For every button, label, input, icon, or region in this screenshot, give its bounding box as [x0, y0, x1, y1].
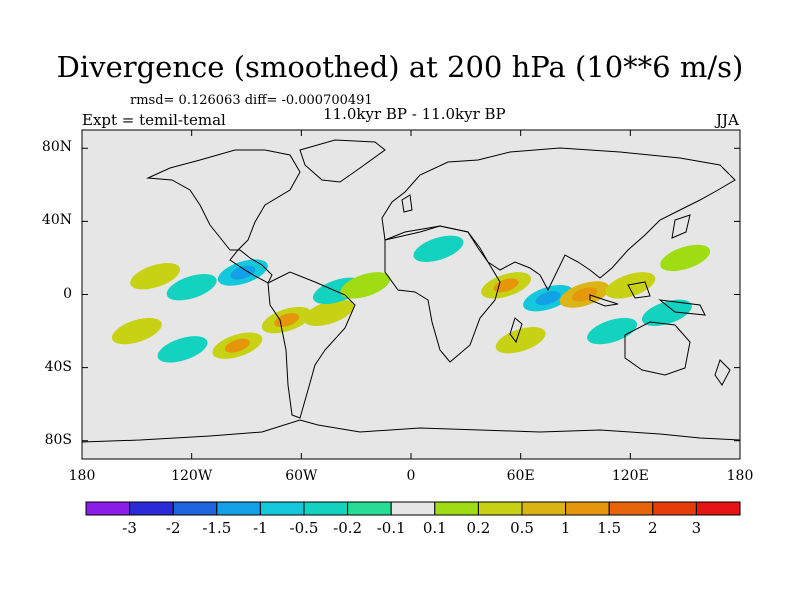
colorbar-swatch: [216, 501, 261, 516]
colorbar-label: -0.1: [376, 519, 406, 537]
anomaly-region: [660, 244, 711, 272]
x-tick-label: 0: [406, 468, 416, 484]
x-tick-label: 120W: [171, 468, 213, 484]
axis-ticks: [81, 130, 741, 459]
x-tick-label: 60W: [285, 468, 318, 484]
colorbar-label: 3: [691, 519, 702, 537]
anomaly-core: [535, 291, 561, 306]
colorbar-swatch: [477, 501, 523, 516]
colorbar-swatch: [129, 501, 174, 516]
colorbar-swatch: [172, 501, 218, 516]
colorbar-swatch: [390, 501, 436, 516]
anomaly-region: [303, 299, 354, 326]
anomaly-region: [130, 263, 181, 290]
colorbar-swatch: [608, 501, 654, 516]
colorbar-swatch: [521, 501, 567, 516]
x-tick-label: 180: [68, 468, 96, 484]
colorbar-label: 1: [560, 519, 571, 537]
colorbar-label: -1.5: [202, 519, 232, 537]
anomaly-region: [641, 299, 692, 326]
colorbar-label: -2: [165, 519, 181, 537]
anomaly-layer: [111, 235, 711, 363]
anomaly-region: [111, 317, 162, 345]
map-title: Divergence (smoothed) at 200 hPa (10**6 …: [56, 50, 744, 84]
colorbar-swatch: [565, 501, 610, 516]
x-tick-label: 180: [726, 468, 754, 484]
colorbar-label: -3: [122, 519, 137, 537]
colorbar-label: -0.5: [289, 519, 319, 537]
colorbar-swatch: [652, 501, 697, 516]
experiment-label: Expt = temil-temal: [82, 111, 226, 129]
y-tick-label: 0: [63, 285, 72, 302]
anomaly-region: [166, 273, 217, 301]
coastlines: [82, 139, 740, 443]
colorbar-label: 2: [648, 519, 658, 537]
anomaly-region: [413, 235, 464, 262]
colorbar: [85, 501, 741, 516]
anomaly-region: [157, 336, 208, 363]
period-label: 11.0kyr BP - 11.0kyr BP: [323, 105, 506, 123]
x-tick-label: 60E: [506, 468, 535, 484]
colorbar-label: -0.2: [333, 519, 363, 537]
colorbar-swatch: [695, 501, 741, 516]
y-tick-label: 80S: [44, 431, 72, 448]
anomaly-core: [572, 287, 598, 302]
anomaly-core: [224, 338, 250, 353]
y-tick-label: 40S: [44, 358, 72, 375]
anomaly-region: [495, 327, 546, 354]
colorbar-label: -1: [253, 519, 268, 537]
anomaly-region: [605, 272, 656, 299]
season-label: JJA: [716, 111, 739, 129]
colorbar-swatch: [303, 501, 349, 516]
x-tick-label: 120E: [611, 468, 649, 484]
y-tick-label: 40N: [41, 212, 72, 229]
colorbar-swatch: [85, 501, 131, 516]
y-tick-label: 80N: [41, 139, 72, 156]
anomaly-core: [230, 265, 256, 280]
stats-line: rmsd= 0.126063 diff= -0.000700491: [130, 93, 373, 108]
colorbar-label: 1.5: [597, 519, 622, 537]
colorbar-swatch: [347, 501, 392, 516]
colorbar-swatch: [434, 501, 479, 516]
colorbar-label: 0.5: [510, 519, 534, 537]
anomaly-region: [340, 272, 391, 299]
colorbar-label: 0.1: [422, 519, 447, 537]
colorbar-swatch: [259, 501, 305, 516]
colorbar-label: 0.2: [466, 519, 491, 537]
